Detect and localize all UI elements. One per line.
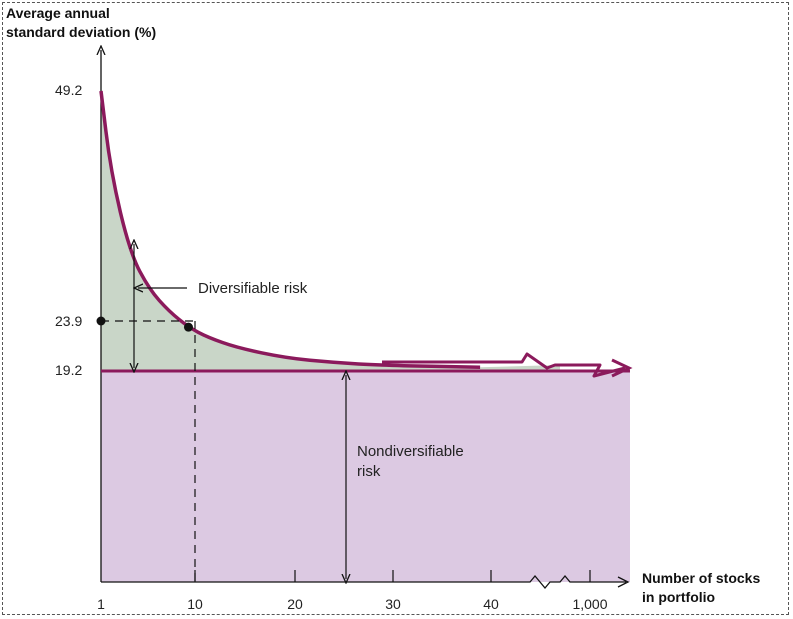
x-tick-label: 40 [483, 596, 499, 612]
highlight-point [183, 322, 193, 332]
diversifiable-risk-label: Diversifiable risk [198, 280, 308, 297]
nondiversifiable-risk-area [101, 371, 630, 582]
x-tick-label: 1,000 [572, 596, 607, 612]
y-axis-label-line1: Average annual [6, 5, 110, 21]
y-tick-label: 23.9 [55, 313, 82, 329]
x-axis-arrowhead [617, 576, 630, 588]
x-axis-label-line1: Number of stocks [642, 570, 760, 586]
x-axis [101, 574, 626, 590]
x-tick-label: 10 [187, 596, 203, 612]
y-axis-label-line2: standard deviation (%) [6, 24, 156, 40]
y-tick-label: 49.2 [55, 82, 82, 98]
x-axis-label-line2: in portfolio [642, 589, 715, 605]
highlight-point-y-axis [96, 316, 106, 326]
diversifiable-risk-area [101, 91, 560, 371]
curve-arrowhead [611, 358, 633, 378]
x-tick-label: 30 [385, 596, 401, 612]
nondiversifiable-risk-label-line1: Nondiversifiable [357, 443, 464, 460]
nondiversifiable-risk-label-line2: risk [357, 463, 381, 480]
x-tick-label: 20 [287, 596, 303, 612]
x-tick-label: 1 [97, 596, 105, 612]
curve-break-arrow [382, 352, 626, 378]
y-tick-label: 19.2 [55, 362, 82, 378]
